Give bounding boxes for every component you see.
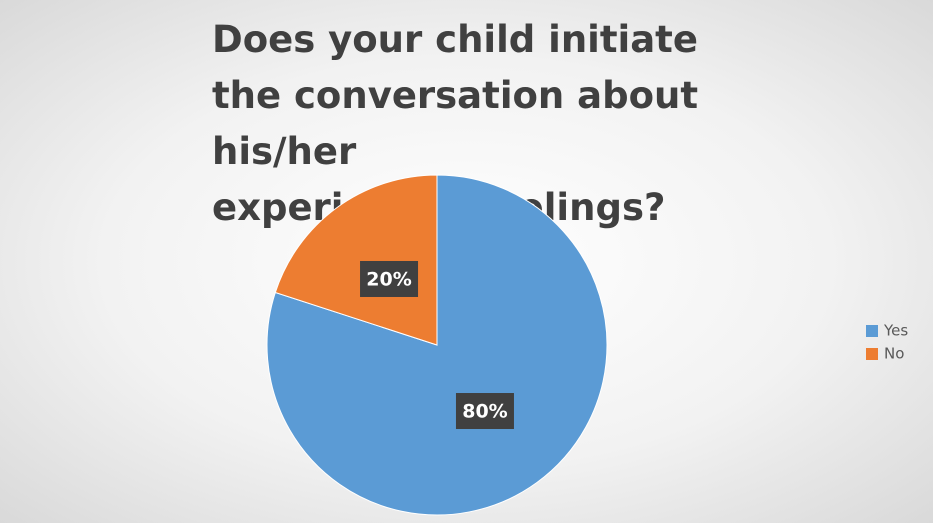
pie-slice bbox=[274, 174, 438, 346]
legend-label: Yes bbox=[883, 322, 908, 340]
legend-swatch bbox=[866, 325, 878, 337]
data-label: 20% bbox=[366, 268, 411, 290]
data-label-box bbox=[360, 260, 419, 297]
legend-swatch bbox=[866, 348, 878, 360]
legend-label: No bbox=[884, 345, 904, 363]
data-label-box bbox=[455, 393, 514, 430]
pie-slice bbox=[266, 174, 608, 516]
data-label: 80% bbox=[462, 401, 507, 423]
